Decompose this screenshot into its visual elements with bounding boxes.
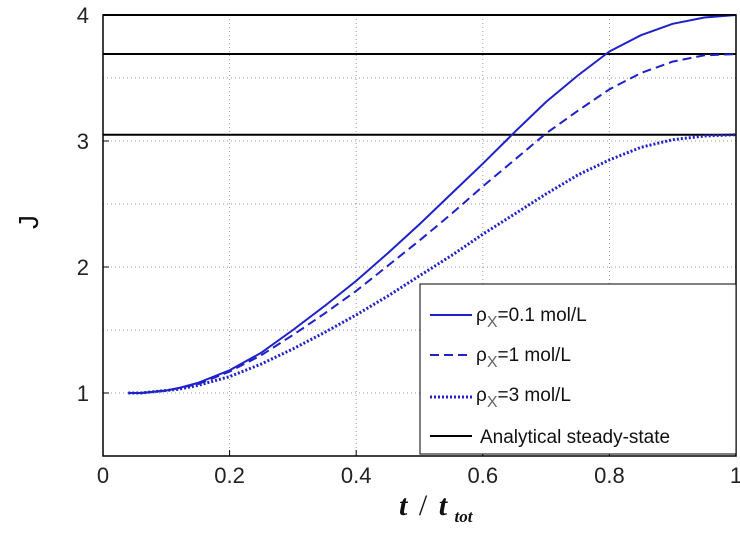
legend: ρX=0.1 mol/L ρX=1 mol/L ρX=3 mol/L Analy… — [420, 284, 736, 454]
legend-entry-4: Analytical steady-state — [480, 427, 670, 448]
y-tick-label: 2 — [77, 255, 89, 280]
x-axis-label-sub: tot — [455, 507, 474, 526]
x-tick-label: 0.4 — [341, 463, 372, 488]
x-axis-label: t / t tot — [399, 489, 474, 526]
x-tick-label: 1 — [730, 463, 740, 488]
x-tick-label: 0.6 — [468, 463, 499, 488]
x-axis-label-main: t — [399, 489, 409, 522]
x-axis-label-denom: t — [439, 489, 449, 522]
x-axis-label-sep: / — [419, 489, 428, 522]
y-tick-label: 1 — [77, 381, 89, 406]
x-tick-label: 0.2 — [214, 463, 245, 488]
x-tick-label: 0 — [97, 463, 109, 488]
x-tick-label: 0.8 — [594, 463, 625, 488]
reference-lines — [103, 15, 736, 135]
y-tick-label: 3 — [77, 129, 89, 154]
y-axis-label: J — [13, 215, 44, 229]
y-tick-label: 4 — [77, 3, 89, 28]
